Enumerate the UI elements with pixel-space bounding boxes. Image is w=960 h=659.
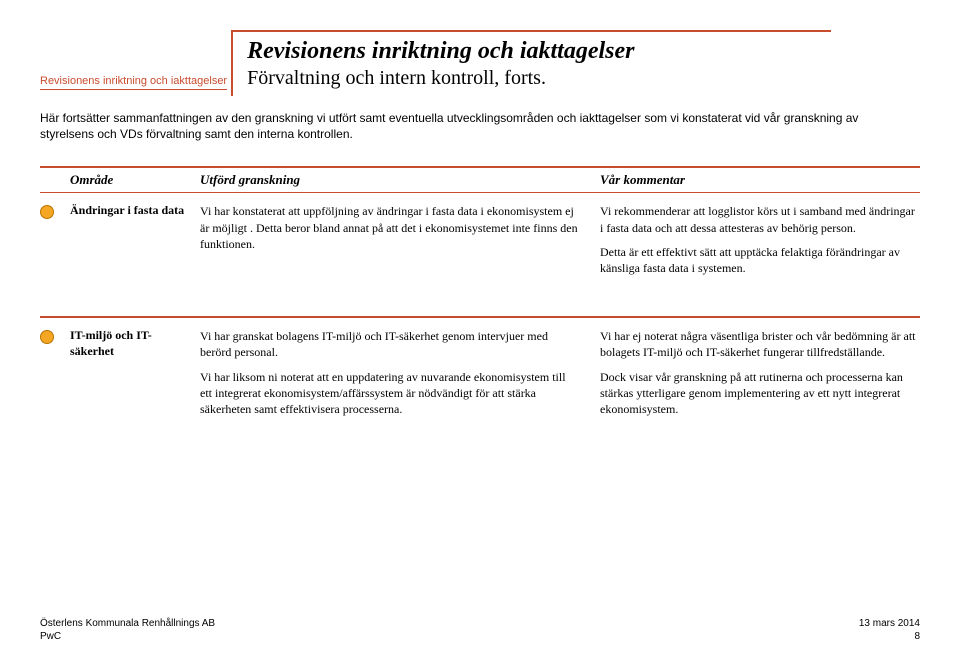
findings-table-2: IT-miljö och IT-säkerhet Vi har granskat… (40, 316, 920, 439)
cell-area: Ändringar i fasta data (70, 203, 200, 219)
intro-paragraph: Här fortsätter sammanfattningen av den g… (40, 110, 910, 142)
breadcrumb: Revisionens inriktning och iakttagelser (40, 75, 227, 90)
cell-comment-p: Dock visar vår granskning på att rutiner… (600, 369, 920, 418)
table-row: IT-miljö och IT-säkerhet Vi har granskat… (40, 318, 920, 439)
footer-right: 13 mars 2014 8 (859, 617, 920, 643)
status-bullet-icon (40, 205, 54, 219)
table-header-row: Område Utförd granskning Vår kommentar (40, 168, 920, 193)
footer-company: Österlens Kommunala Renhållnings AB (40, 617, 215, 630)
cell-comment: Vi rekommenderar att logglistor körs ut … (600, 203, 920, 284)
header-comment: Vår kommentar (600, 172, 920, 188)
footer-firm: PwC (40, 630, 215, 643)
cell-comment-p: Detta är ett effektivt sätt att upptäcka… (600, 244, 920, 276)
header-work: Utförd granskning (200, 172, 600, 188)
cell-work-p: Vi har konstaterat att uppföljning av än… (200, 203, 580, 252)
cell-work: Vi har granskat bolagens IT-miljö och IT… (200, 328, 600, 425)
cell-work-p: Vi har liksom ni noterat att en uppdater… (200, 369, 580, 418)
cell-work-p: Vi har granskat bolagens IT-miljö och IT… (200, 328, 580, 360)
table-row: Ändringar i fasta data Vi har konstatera… (40, 193, 920, 298)
footer-page: 8 (859, 630, 920, 643)
cell-work: Vi har konstaterat att uppföljning av än… (200, 203, 600, 260)
cell-comment-p: Vi har ej noterat några väsentliga brist… (600, 328, 920, 360)
findings-table-1: Område Utförd granskning Vår kommentar Ä… (40, 166, 920, 298)
page-footer: Österlens Kommunala Renhållnings AB PwC … (40, 617, 920, 643)
status-bullet-icon (40, 330, 54, 344)
title-block: Revisionens inriktning och iakttagelser … (231, 30, 831, 96)
page-title: Revisionens inriktning och iakttagelser (247, 38, 831, 65)
page-subtitle: Förvaltning och intern kontroll, forts. (247, 67, 831, 90)
cell-area: IT-miljö och IT-säkerhet (70, 328, 200, 359)
header-area: Område (70, 172, 200, 188)
cell-comment: Vi har ej noterat några väsentliga brist… (600, 328, 920, 425)
footer-left: Österlens Kommunala Renhållnings AB PwC (40, 617, 215, 643)
cell-comment-p: Vi rekommenderar att logglistor körs ut … (600, 203, 920, 235)
footer-date: 13 mars 2014 (859, 617, 920, 630)
